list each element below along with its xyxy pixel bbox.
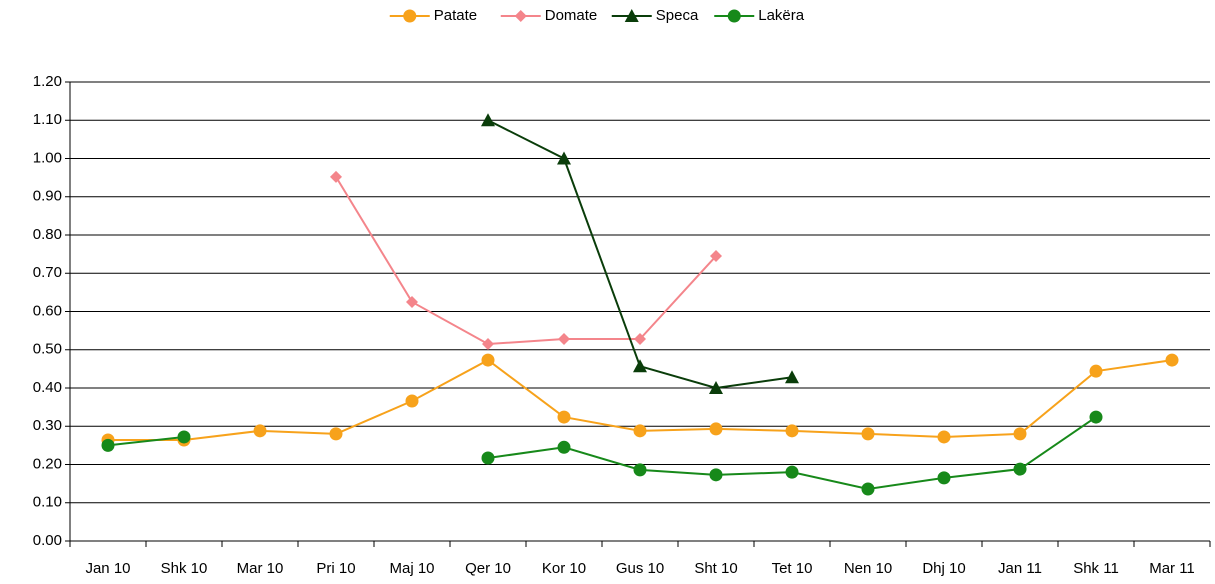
- data-point: [406, 295, 418, 308]
- x-tick-label: Shk 11: [1073, 560, 1119, 577]
- data-point: [481, 451, 495, 465]
- y-tick-label: 0.40: [33, 379, 62, 396]
- x-tick-label: Mar 10: [237, 560, 284, 577]
- legend-marker: [624, 9, 639, 22]
- data-point: [937, 430, 951, 444]
- legend-label: Patate: [434, 7, 477, 24]
- x-tick-label: Sht 10: [694, 560, 737, 577]
- data-point: [101, 438, 115, 452]
- data-point: [634, 333, 646, 346]
- data-point: [1089, 364, 1103, 378]
- legend-label: Domate: [545, 7, 598, 24]
- data-point: [710, 250, 722, 263]
- y-tick-label: 0.20: [33, 455, 62, 472]
- data-point: [253, 424, 267, 438]
- x-tick-label: Gus 10: [616, 560, 664, 577]
- x-tick-label: Jan 11: [998, 560, 1042, 577]
- data-point: [937, 471, 951, 485]
- y-tick-label: 1.10: [33, 111, 62, 128]
- y-tick-label: 0.30: [33, 417, 62, 434]
- data-point: [558, 333, 570, 346]
- data-point: [177, 430, 191, 444]
- legend-marker: [403, 9, 417, 23]
- y-tick-label: 0.00: [33, 532, 62, 549]
- data-point: [481, 353, 495, 367]
- data-point: [557, 151, 571, 165]
- data-point: [481, 113, 495, 127]
- series-line: [107, 435, 185, 447]
- data-point: [1089, 410, 1103, 424]
- series-line: [487, 119, 793, 390]
- data-point: [861, 482, 875, 496]
- y-tick-label: 0.60: [33, 302, 62, 319]
- series-line: [335, 176, 717, 346]
- data-point: [861, 427, 875, 441]
- legend-label: Lakëra: [758, 7, 805, 24]
- y-tick-label: 1.20: [33, 73, 62, 90]
- legend-marker: [514, 10, 527, 22]
- x-tick-label: Dhj 10: [922, 560, 965, 577]
- data-point: [482, 338, 494, 351]
- data-point: [405, 394, 419, 408]
- data-point: [633, 424, 647, 438]
- data-point: [709, 422, 723, 436]
- data-point: [1165, 353, 1179, 367]
- x-tick-label: Maj 10: [389, 560, 434, 577]
- data-point: [785, 370, 799, 384]
- data-point: [1013, 462, 1027, 476]
- data-point: [557, 410, 571, 424]
- data-point: [709, 381, 723, 394]
- data-point: [633, 359, 647, 373]
- y-tick-label: 1.00: [33, 149, 62, 166]
- data-point: [1013, 427, 1027, 441]
- x-tick-label: Pri 10: [316, 560, 355, 577]
- y-tick-label: 0.90: [33, 188, 62, 205]
- data-point: [330, 170, 342, 183]
- legend-label: Speca: [656, 7, 699, 24]
- x-tick-label: Qer 10: [465, 560, 511, 577]
- legend-marker: [727, 9, 741, 23]
- x-tick-label: Nen 10: [844, 560, 892, 577]
- data-point: [709, 468, 723, 482]
- y-tick-label: 0.70: [33, 264, 62, 281]
- data-point: [785, 424, 799, 438]
- y-tick-label: 0.50: [33, 341, 62, 358]
- y-tick-label: 0.10: [33, 494, 62, 511]
- data-point: [557, 440, 571, 454]
- data-point: [633, 463, 647, 477]
- x-tick-label: Mar 11: [1149, 560, 1195, 577]
- x-tick-label: Shk 10: [161, 560, 208, 577]
- x-tick-label: Jan 10: [85, 560, 130, 577]
- x-tick-label: Kor 10: [542, 560, 586, 577]
- x-tick-label: Tet 10: [772, 560, 813, 577]
- data-point: [785, 465, 799, 479]
- data-point: [329, 427, 343, 441]
- y-tick-label: 0.80: [33, 226, 62, 243]
